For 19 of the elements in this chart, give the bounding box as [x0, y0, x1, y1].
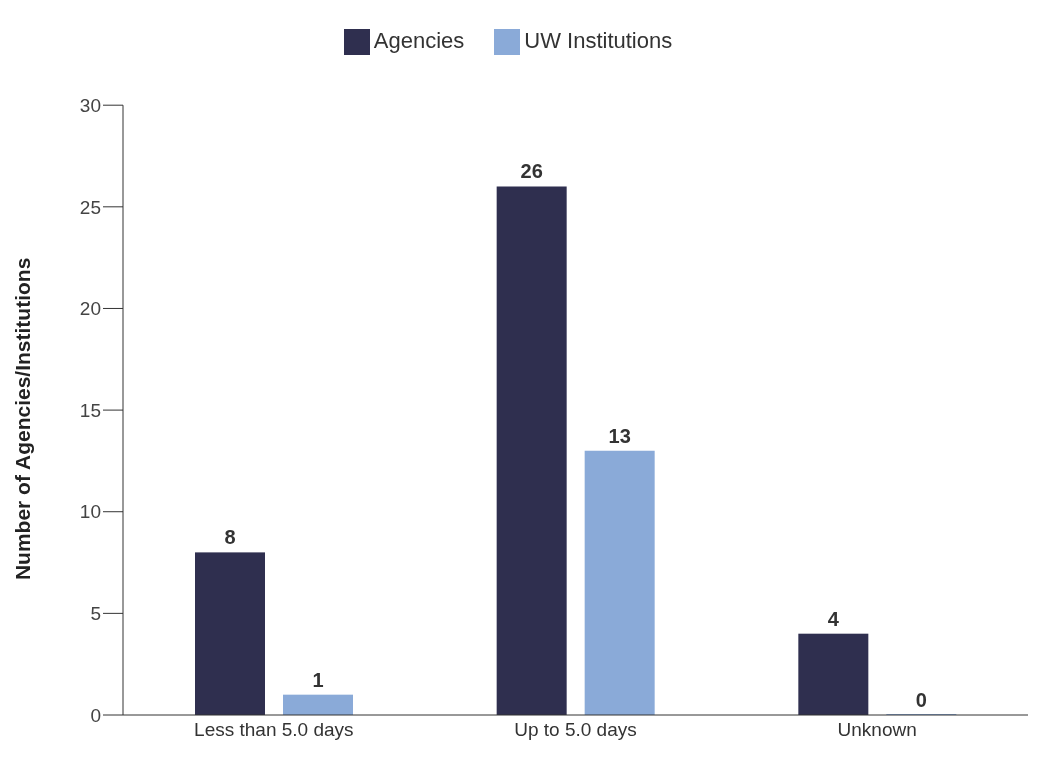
legend-label: UW Institutions	[524, 28, 673, 53]
data-label: 8	[224, 526, 236, 549]
data-label: 26	[520, 160, 543, 183]
y-tick-label: 25	[79, 196, 101, 218]
x-tick-label: Less than 5.0 days	[194, 719, 354, 741]
y-tick-label: 10	[79, 501, 101, 523]
y-tick-label: 20	[79, 298, 101, 320]
y-tick-label: 5	[90, 603, 101, 625]
legend-label: Agencies	[373, 28, 465, 53]
x-tick-label: Unknown	[837, 719, 917, 741]
y-tick-label: 0	[90, 704, 101, 726]
y-tick-label: 30	[79, 94, 101, 116]
y-axis-title: Number of Agencies/Institutions	[11, 257, 35, 581]
x-tick-label: Up to 5.0 days	[514, 719, 637, 741]
data-label: 4	[827, 607, 840, 630]
data-label: 0	[915, 689, 927, 711]
data-label: 1	[312, 668, 324, 691]
data-label: 13	[608, 424, 631, 447]
y-tick-label: 15	[79, 399, 101, 421]
